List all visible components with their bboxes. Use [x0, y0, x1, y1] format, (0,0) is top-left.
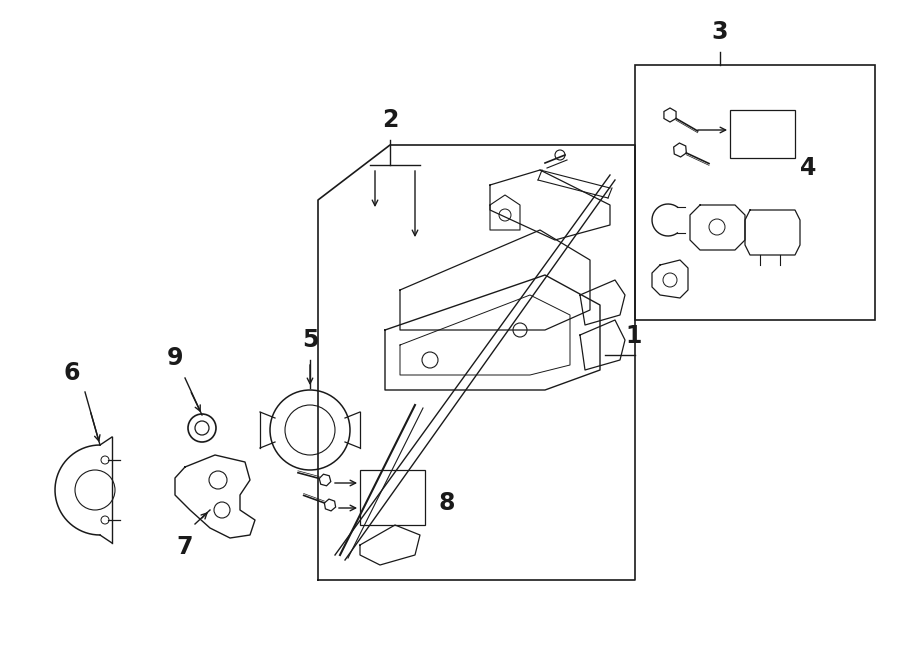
Text: 1: 1	[625, 324, 642, 348]
Text: 8: 8	[438, 491, 454, 515]
Polygon shape	[324, 499, 336, 511]
Bar	[730, 110, 795, 158]
Text: 7: 7	[176, 535, 194, 559]
Text: 6: 6	[64, 361, 80, 385]
Text: 2: 2	[382, 108, 398, 132]
Polygon shape	[674, 143, 687, 157]
Text: 4: 4	[800, 156, 816, 180]
Bar	[360, 470, 425, 525]
Text: 3: 3	[712, 20, 728, 44]
Polygon shape	[320, 474, 331, 486]
Text: 9: 9	[166, 346, 184, 370]
Text: 5: 5	[302, 328, 319, 352]
Bar	[635, 65, 875, 320]
Polygon shape	[664, 108, 676, 122]
